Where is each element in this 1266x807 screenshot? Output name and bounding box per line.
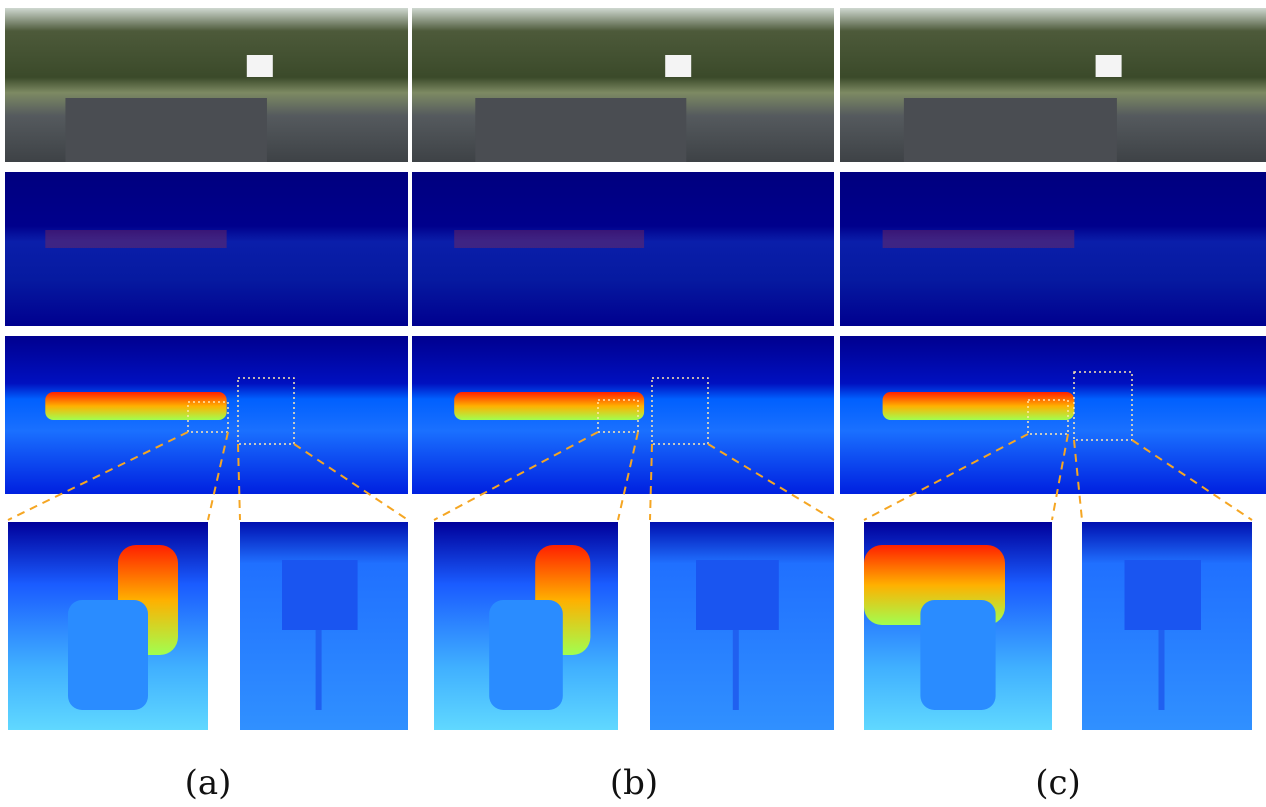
sparse-points — [883, 230, 1075, 248]
sparse-depth — [5, 172, 408, 326]
sparse-points — [45, 230, 226, 248]
sign — [247, 55, 273, 77]
panel-label: (a) — [185, 763, 232, 803]
dense-hot — [454, 392, 644, 420]
zoom-car — [920, 600, 995, 710]
sparse-depth — [412, 172, 834, 326]
zoom-pole — [733, 630, 739, 710]
zoom-car — [489, 600, 563, 710]
road — [65, 98, 267, 162]
zoom-sign — [696, 560, 779, 630]
dense-hot — [883, 392, 1075, 420]
dense-hot — [45, 392, 226, 420]
sign — [665, 55, 691, 77]
zoom-pole — [1159, 630, 1165, 710]
sparse-points — [454, 230, 644, 248]
zoom-pole — [316, 630, 322, 710]
panel-label: (b) — [610, 763, 658, 803]
panels: (a) (b) (c) — [5, 8, 1266, 803]
zoom-sign — [1125, 560, 1202, 630]
sparse-depth — [840, 172, 1266, 326]
sign — [1096, 55, 1122, 77]
panel-label: (c) — [1035, 763, 1081, 803]
figure: (a) (b) (c) — [0, 0, 1266, 807]
road — [475, 98, 686, 162]
zoom-car — [68, 600, 148, 710]
zoom-sign — [282, 560, 358, 630]
road — [904, 98, 1117, 162]
